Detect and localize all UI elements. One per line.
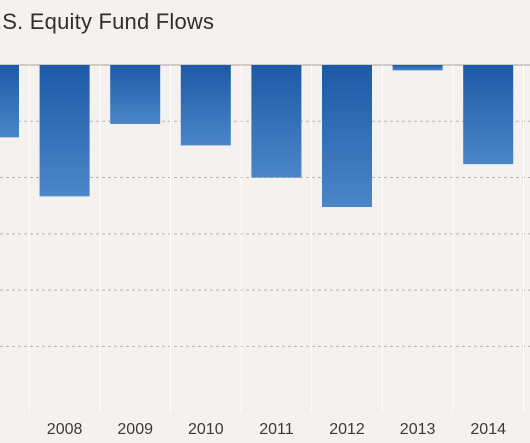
- bar-2014: [463, 65, 514, 165]
- x-tick-label: 2009: [117, 421, 153, 438]
- bar-2012: [322, 65, 372, 208]
- bar-2010: [180, 65, 231, 146]
- x-tick-label: 2012: [329, 421, 365, 438]
- x-tick-label: 2011: [259, 421, 294, 438]
- x-tick-label: 2014: [470, 421, 506, 438]
- x-tick-label: 2013: [400, 421, 436, 438]
- bar-2008: [39, 65, 90, 197]
- bar-2013: [392, 65, 443, 71]
- bars: [0, 65, 514, 208]
- x-tick-label: 2008: [47, 421, 83, 438]
- bar-2011: [251, 65, 302, 178]
- vertical-grid-lines: [28, 65, 524, 412]
- chart-title: .S. Equity Fund Flows: [0, 9, 215, 34]
- bar-2009: [110, 65, 161, 124]
- x-tick-labels: 20082009201020112012201320142: [47, 421, 506, 438]
- x-tick-label: 2010: [188, 421, 224, 438]
- bar-2007: [0, 65, 19, 138]
